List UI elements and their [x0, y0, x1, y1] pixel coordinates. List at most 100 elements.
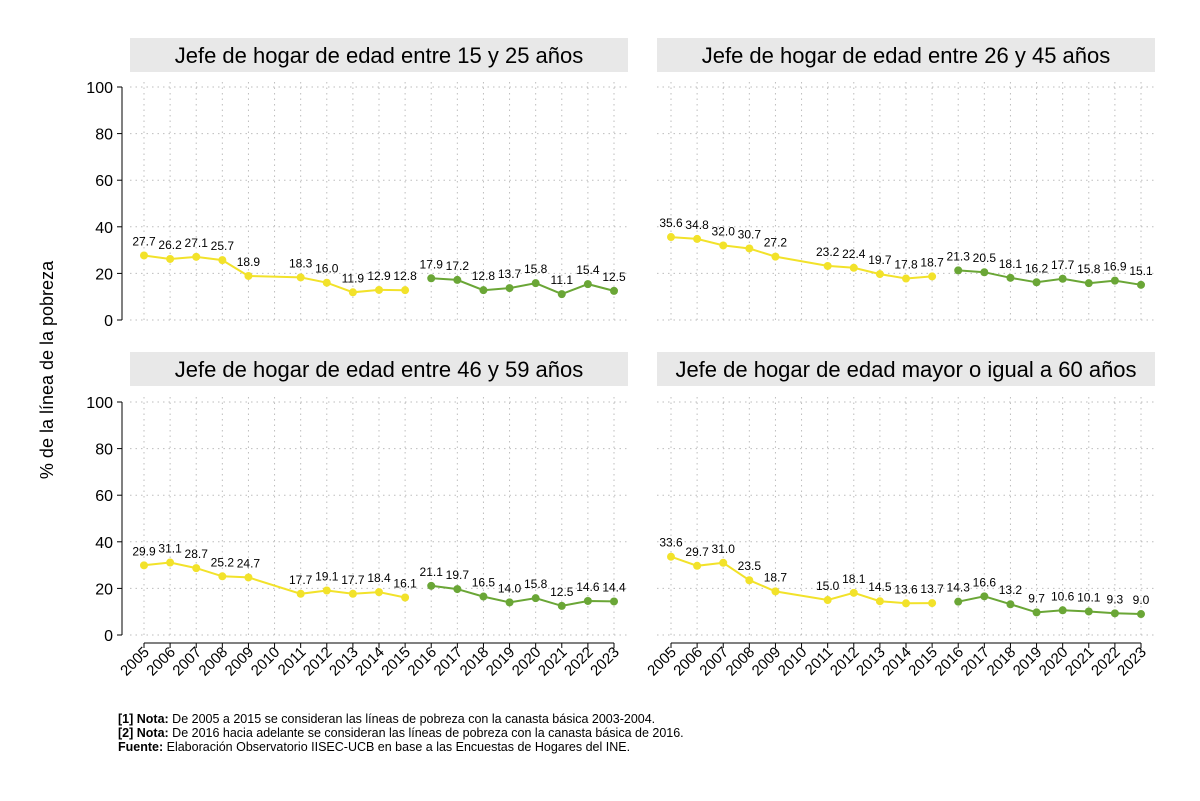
data-point [849, 263, 858, 272]
x-tick-label: 2023 [587, 644, 623, 680]
chart-area: Jefe de hogar de edad entre 15 y 25 años… [37, 38, 1155, 679]
series-line-2005-2015 [143, 254, 406, 294]
data-label: 31.0 [712, 542, 736, 556]
x-tick-label: 2019 [1010, 644, 1046, 680]
panel-2: Jefe de hogar de edad entre 26 y 45 años… [657, 38, 1155, 321]
data-point [479, 592, 488, 601]
x-tick-label: 2015 [905, 644, 941, 680]
data-label: 25.7 [211, 239, 235, 253]
data-point [1137, 280, 1145, 289]
panel-title-strip [657, 352, 1155, 386]
data-label: 17.7 [341, 573, 365, 587]
data-label: 15.8 [524, 262, 548, 276]
x-tick-label: 2019 [483, 644, 519, 680]
panel-title: Jefe de hogar de edad entre 46 y 59 años [175, 357, 584, 382]
data-label: 18.9 [237, 255, 261, 269]
data-point [531, 279, 540, 288]
data-point [1110, 276, 1119, 285]
data-point [1032, 278, 1041, 287]
data-label: 17.7 [1051, 258, 1075, 272]
x-tick-label: 2021 [535, 644, 571, 680]
data-point [667, 233, 675, 242]
data-label: 13.6 [894, 582, 918, 596]
data-point [557, 601, 566, 610]
series-line-2016-2023 [431, 277, 615, 296]
data-label: 9.7 [1028, 591, 1045, 605]
panel-title-strip [657, 38, 1155, 72]
data-point [771, 252, 780, 261]
data-label: 12.5 [602, 270, 626, 284]
data-point [1058, 606, 1067, 615]
data-label: 14.5 [868, 580, 892, 594]
x-tick-label: 2023 [1114, 644, 1150, 680]
panel-title: Jefe de hogar de edad entre 15 y 25 años [175, 43, 584, 68]
data-point [928, 599, 937, 608]
x-tick-label: 2015 [378, 644, 414, 680]
source-label: Fuente: [118, 740, 164, 754]
x-tick-label: 2012 [300, 644, 336, 680]
data-label: 34.8 [685, 218, 709, 232]
x-tick-label: 2007 [169, 644, 205, 680]
data-point [1006, 273, 1015, 282]
data-label: 27.1 [185, 236, 209, 250]
data-label: 10.1 [1077, 590, 1101, 604]
data-point [875, 597, 884, 606]
panel-4: Jefe de hogar de edad mayor o igual a 60… [644, 352, 1155, 679]
panel-3: Jefe de hogar de edad entre 46 y 59 años… [86, 352, 628, 679]
y-tick-label: 100 [86, 395, 113, 412]
x-tick-label: 2008 [196, 644, 232, 680]
data-point [557, 290, 566, 299]
x-tick-label: 2018 [984, 644, 1020, 680]
y-tick-label: 40 [95, 220, 113, 237]
data-point [427, 274, 436, 283]
data-label: 29.7 [685, 545, 709, 559]
data-point [610, 597, 618, 606]
data-point [192, 252, 201, 261]
data-point [583, 280, 592, 289]
data-label: 18.1 [999, 257, 1023, 271]
data-point [375, 588, 383, 597]
note-1-text: De 2005 a 2015 se consideran las líneas … [168, 712, 656, 726]
data-point [505, 284, 514, 293]
data-point [980, 592, 989, 601]
data-label: 21.1 [420, 565, 444, 579]
data-label: 12.8 [393, 269, 417, 283]
data-point [693, 561, 702, 570]
data-point [1084, 607, 1093, 616]
data-point [1006, 600, 1015, 609]
x-tick-label: 2010 [775, 644, 811, 680]
data-point [1137, 610, 1145, 619]
data-label: 27.7 [132, 234, 156, 248]
y-tick-label: 60 [95, 173, 113, 190]
footnotes: [1] Nota: De 2005 a 2015 se consideran l… [118, 712, 684, 754]
data-label: 10.6 [1051, 589, 1075, 603]
data-point [192, 564, 201, 573]
data-point [875, 270, 884, 279]
data-label: 17.8 [894, 258, 918, 272]
data-label: 16.5 [472, 576, 496, 590]
note-2: [2] Nota: De 2016 hacia adelante se cons… [118, 726, 684, 740]
data-point [453, 275, 462, 284]
data-point [453, 585, 462, 594]
data-point [1058, 274, 1067, 283]
data-point [980, 268, 989, 277]
x-tick-label: 2008 [723, 644, 759, 680]
data-point [693, 234, 702, 243]
data-point [1084, 279, 1093, 288]
data-label: 15.8 [524, 577, 548, 591]
data-point [166, 558, 175, 567]
data-label: 13.7 [498, 267, 522, 281]
data-point [745, 576, 754, 585]
data-label: 15.4 [576, 263, 600, 277]
data-label: 24.7 [237, 556, 261, 570]
panel-title: Jefe de hogar de edad mayor o igual a 60… [675, 357, 1136, 382]
panel-title: Jefe de hogar de edad entre 26 y 45 años [702, 43, 1111, 68]
data-point [1032, 608, 1041, 617]
data-point [166, 254, 175, 263]
y-axis-title: % de la línea de la pobreza [37, 260, 57, 479]
data-label: 14.4 [602, 580, 626, 594]
data-label: 12.5 [550, 585, 574, 599]
y-tick-label: 20 [95, 581, 113, 598]
source-text: Elaboración Observatorio IISEC-UCB en ba… [163, 740, 631, 754]
x-tick-label: 2007 [696, 644, 732, 680]
